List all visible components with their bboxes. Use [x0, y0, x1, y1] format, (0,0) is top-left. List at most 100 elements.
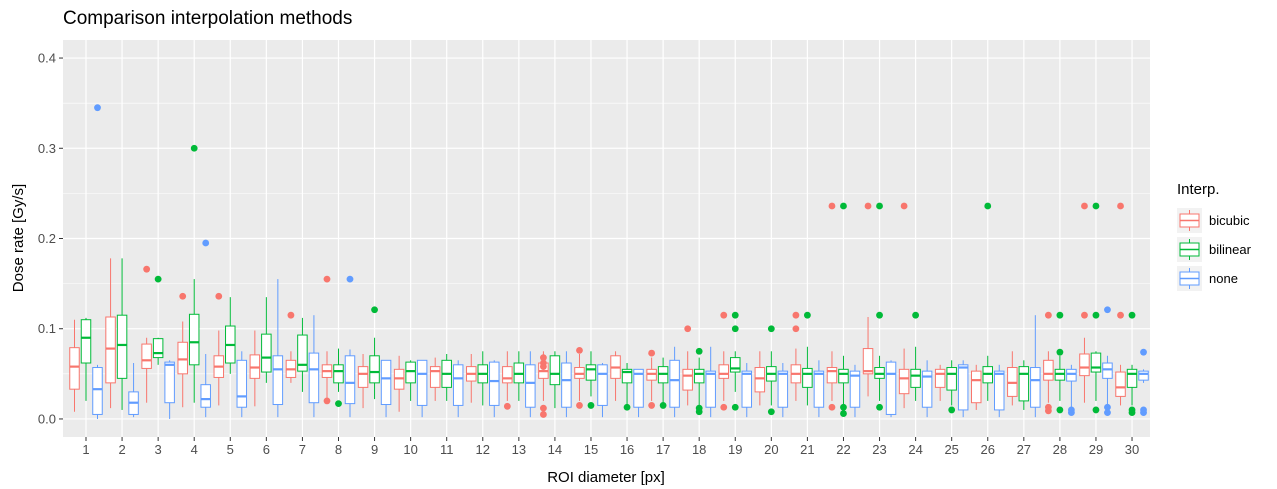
- box-body: [200, 384, 211, 408]
- box-bilinear-21: [802, 311, 813, 406]
- x-axis-ticks: 1 2 3 4 5 6 7 8 9 10 11 12 13 14 15 16 17 18 19 20 21 22 23 24 2…: [82, 437, 1139, 457]
- box-none-1: [92, 104, 103, 419]
- x-tick-label: 24: [908, 442, 922, 457]
- box-body: [272, 355, 284, 406]
- outlier-point: [684, 325, 692, 333]
- box-none-16: [633, 368, 644, 418]
- box-bilinear-12: [477, 351, 489, 406]
- box-bilinear-23: [874, 202, 885, 411]
- outlier-point: [190, 144, 198, 152]
- box-body: [502, 366, 513, 384]
- box-body: [705, 370, 716, 408]
- outlier-point: [202, 239, 210, 247]
- outlier-point: [948, 406, 956, 414]
- outlier-point: [1117, 202, 1124, 210]
- box-bicubic-26: [971, 364, 982, 410]
- box-body: [236, 359, 248, 408]
- outlier-point: [1056, 406, 1064, 414]
- outlier-point: [623, 403, 631, 411]
- box-bilinear-5: [225, 297, 236, 374]
- x-tick-label: 1: [82, 442, 89, 457]
- box-bicubic-7: [285, 311, 297, 383]
- x-tick-label: 2: [118, 442, 125, 457]
- x-tick-label: 28: [1053, 442, 1067, 457]
- x-tick-label: 21: [800, 442, 814, 457]
- box-body: [754, 367, 766, 393]
- box-body: [862, 348, 874, 375]
- box-bicubic-10: [393, 355, 405, 412]
- outlier-point: [179, 292, 187, 300]
- outlier-point: [335, 400, 342, 408]
- x-tick-label: 9: [371, 442, 378, 457]
- box-body: [416, 359, 428, 406]
- box-bicubic-29: [1079, 202, 1090, 403]
- y-tick-label: 0.1: [38, 321, 56, 336]
- box-none-12: [489, 360, 500, 418]
- box-none-9: [380, 359, 392, 418]
- box-body: [669, 359, 680, 408]
- box-body: [693, 368, 705, 384]
- box-bilinear-9: [369, 306, 380, 400]
- box-bicubic-8: [321, 275, 333, 405]
- x-tick-label: 10: [403, 442, 417, 457]
- outlier-point: [1056, 311, 1064, 319]
- x-tick-label: 14: [548, 442, 562, 457]
- x-tick-label: 23: [872, 442, 886, 457]
- box-body: [597, 364, 608, 406]
- box-none-28: [1066, 364, 1077, 417]
- box-none-26: [994, 364, 1005, 418]
- box-bilinear-19: [730, 311, 741, 411]
- box-body: [826, 367, 838, 384]
- outlier-point: [731, 325, 739, 333]
- box-bicubic-28: [1043, 311, 1054, 415]
- box-body: [838, 368, 849, 384]
- box-body: [621, 368, 633, 384]
- box-body: [957, 364, 969, 411]
- box-body: [777, 370, 789, 408]
- legend-item-none: none: [1177, 266, 1238, 291]
- box-bilinear-7: [297, 317, 308, 392]
- box-body: [718, 364, 730, 379]
- outlier-point: [1128, 311, 1136, 319]
- box-bicubic-5: [213, 292, 225, 406]
- box-none-19: [741, 363, 753, 418]
- x-tick-label: 15: [584, 442, 598, 457]
- box-bicubic-1: [69, 319, 80, 412]
- box-bicubic-18: [682, 325, 693, 406]
- outlier-point: [720, 403, 728, 411]
- outlier-point: [659, 402, 667, 409]
- outlier-point: [1081, 311, 1088, 319]
- box-bicubic-11: [429, 357, 441, 401]
- box-body: [934, 368, 946, 388]
- outlier-point: [540, 404, 547, 412]
- x-tick-label: 22: [836, 442, 850, 457]
- box-body: [333, 364, 344, 384]
- outlier-point: [864, 202, 872, 210]
- x-tick-label: 29: [1089, 442, 1103, 457]
- box-body: [1115, 371, 1126, 397]
- chart-title: Comparison interpolation methods: [63, 8, 352, 29]
- box-bilinear-28: [1054, 311, 1066, 414]
- outlier-point: [840, 403, 847, 411]
- box-none-10: [416, 359, 428, 418]
- box-bicubic-3: [141, 265, 152, 403]
- box-bicubic-25: [934, 364, 946, 401]
- outlier-point: [371, 306, 378, 314]
- box-none-2: [128, 363, 139, 418]
- box-body: [152, 338, 164, 359]
- outlier-point: [1067, 409, 1075, 417]
- outlier-point: [767, 325, 775, 333]
- box-bicubic-23: [862, 202, 874, 397]
- box-none-3: [164, 360, 175, 419]
- box-none-20: [777, 363, 789, 418]
- outlier-point: [900, 202, 908, 210]
- outlier-point: [1104, 403, 1111, 411]
- box-bilinear-13: [513, 351, 525, 401]
- box-body: [730, 357, 741, 373]
- outlier-point: [804, 311, 811, 319]
- box-body: [561, 362, 572, 408]
- outlier-point: [1104, 409, 1111, 417]
- outlier-point: [540, 354, 547, 361]
- box-body: [1018, 366, 1030, 402]
